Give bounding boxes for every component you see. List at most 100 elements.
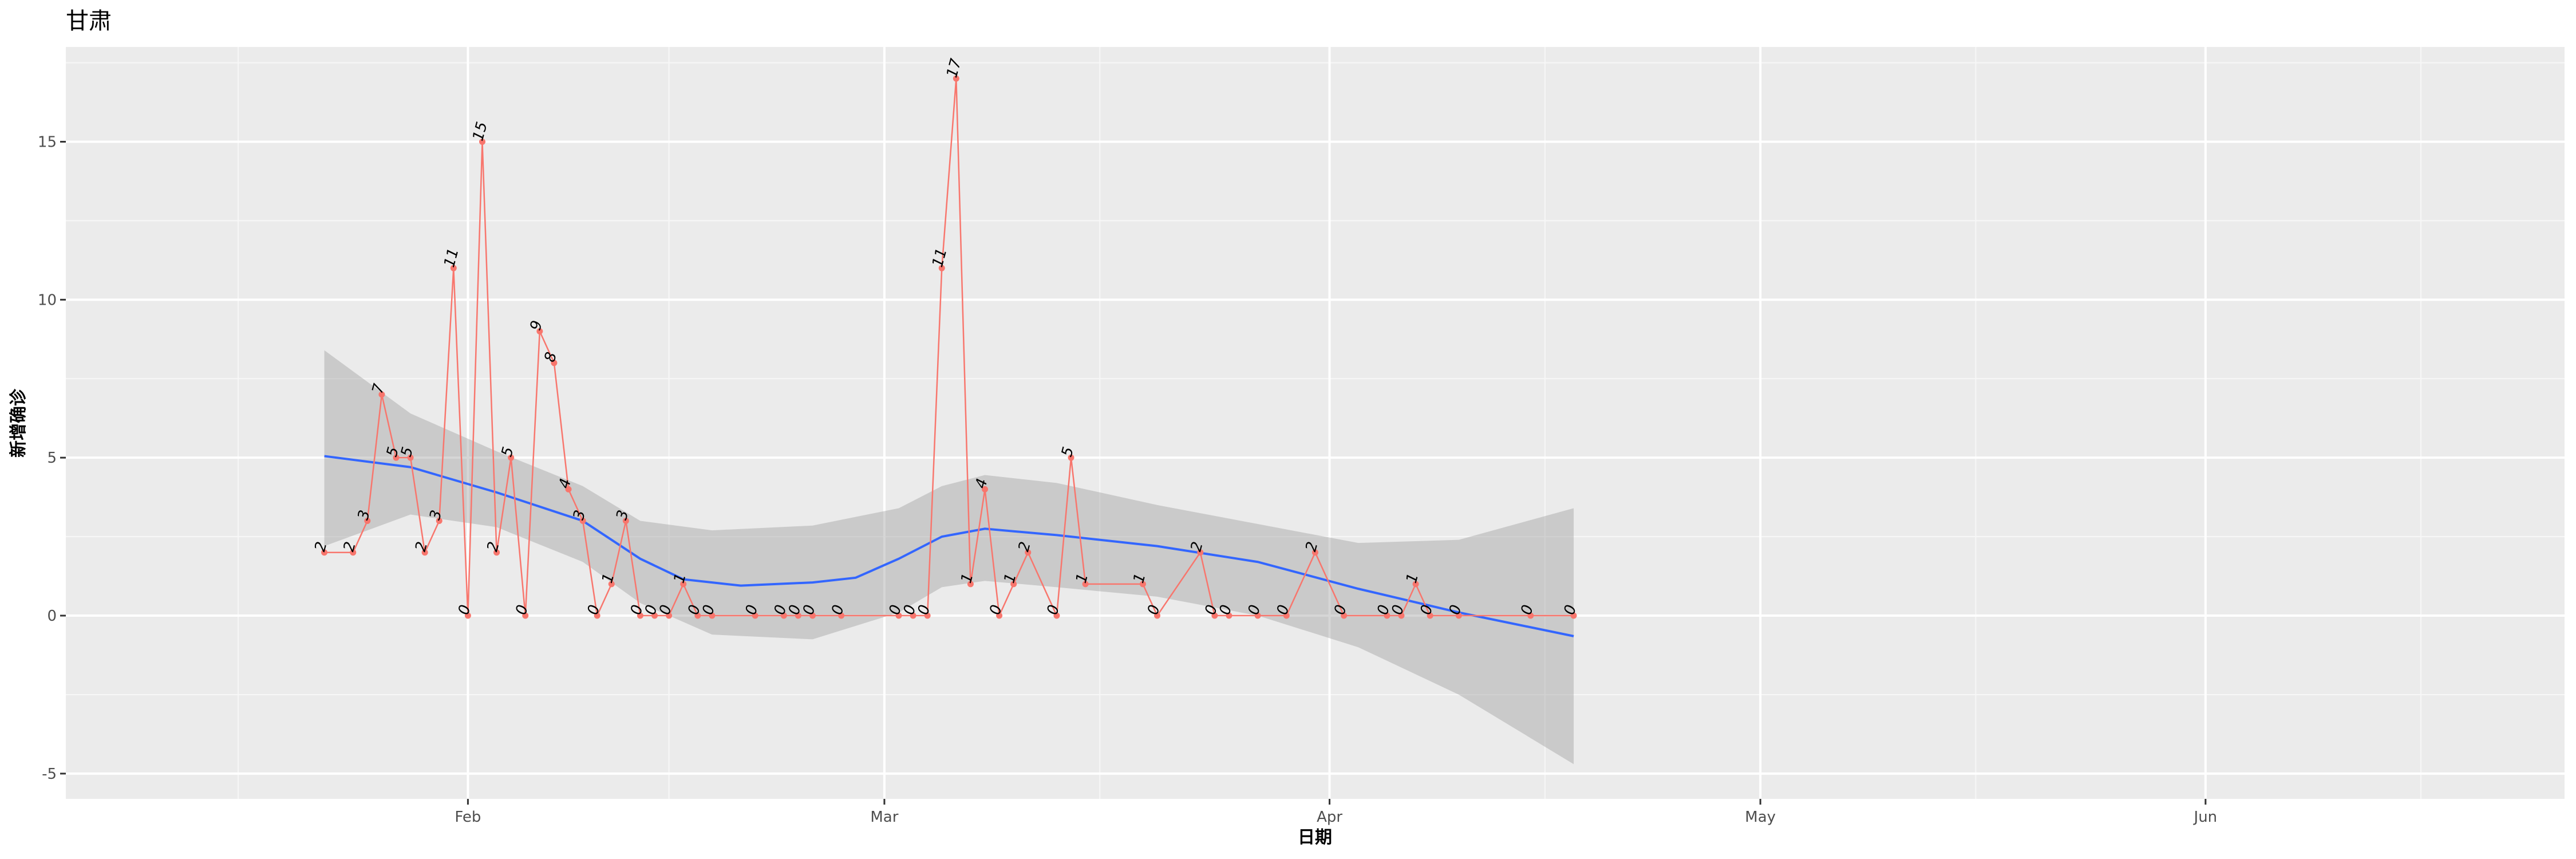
data-point xyxy=(680,581,687,588)
data-point xyxy=(1226,612,1232,619)
data-label: 3 xyxy=(613,509,632,522)
data-label: 0 xyxy=(656,603,675,617)
data-point xyxy=(1427,612,1433,619)
chart-title: 甘肃 xyxy=(66,8,112,34)
data-label: 0 xyxy=(742,603,761,617)
data-point xyxy=(407,454,414,461)
plot-panel xyxy=(66,47,2565,799)
data-label: 0 xyxy=(1561,603,1580,617)
data-label: 2 xyxy=(412,540,431,554)
data-point xyxy=(1068,454,1074,461)
data-point xyxy=(1053,612,1060,619)
data-point xyxy=(1570,612,1577,619)
data-point xyxy=(924,612,931,619)
data-label: 1 xyxy=(1001,572,1020,585)
data-label: 2 xyxy=(341,540,359,554)
data-point xyxy=(1412,581,1419,588)
x-tick-label: Feb xyxy=(455,809,481,826)
data-label: 5 xyxy=(1058,445,1077,459)
x-tick-label: Apr xyxy=(1317,809,1342,826)
y-tick-label: 15 xyxy=(38,134,57,151)
data-point xyxy=(780,612,787,619)
data-label: 0 xyxy=(1374,603,1393,617)
data-label: 0 xyxy=(1202,603,1221,617)
data-point xyxy=(1010,581,1017,588)
data-label: 0 xyxy=(771,603,790,617)
data-point xyxy=(565,486,572,492)
data-point xyxy=(536,328,543,335)
data-label: 5 xyxy=(384,445,402,459)
data-point xyxy=(493,549,500,556)
data-point xyxy=(594,612,600,619)
data-point xyxy=(464,612,471,619)
data-point xyxy=(479,139,485,145)
smooth-trend-line xyxy=(324,455,1574,637)
x-axis-title: 日期 xyxy=(1298,828,1332,848)
data-label: 0 xyxy=(700,603,718,617)
data-point xyxy=(1197,549,1204,556)
smooth-line xyxy=(324,455,1574,637)
data-label: 1 xyxy=(958,572,977,585)
y-tick-label: 5 xyxy=(47,450,57,467)
data-label: 1 xyxy=(599,572,618,585)
data-point xyxy=(666,612,673,619)
data-point xyxy=(551,360,558,367)
data-point xyxy=(895,612,902,619)
data-label: 2 xyxy=(1016,540,1034,554)
data-point xyxy=(838,612,845,619)
data-point xyxy=(1283,612,1290,619)
data-point xyxy=(393,454,400,461)
y-tick-label: 0 xyxy=(47,608,57,625)
x-tick-label: May xyxy=(1745,809,1776,826)
data-label: 0 xyxy=(1518,603,1537,617)
confidence-band xyxy=(324,350,1574,765)
data-label: 0 xyxy=(685,603,704,617)
x-tick-label: Jun xyxy=(2193,809,2218,826)
data-point xyxy=(1025,549,1032,556)
data-point xyxy=(1527,612,1534,619)
data-label: 2 xyxy=(1302,540,1321,554)
data-label: 2 xyxy=(484,540,503,554)
data-label: 4 xyxy=(972,476,991,490)
data-label: 1 xyxy=(670,572,689,585)
data-points xyxy=(321,75,1577,619)
data-label: 2 xyxy=(311,540,330,554)
data-point xyxy=(608,581,615,588)
data-point xyxy=(982,486,989,492)
data-label: 0 xyxy=(1446,603,1465,617)
data-label: 0 xyxy=(915,603,934,617)
data-label: 0 xyxy=(455,603,474,617)
data-label: 0 xyxy=(513,603,532,617)
data-label: 0 xyxy=(1044,603,1063,617)
data-label: 1 xyxy=(1073,572,1092,585)
data-label: 9 xyxy=(527,319,546,333)
data-point xyxy=(436,518,442,525)
data-point xyxy=(321,549,328,556)
data-label: 0 xyxy=(828,603,847,617)
data-point xyxy=(1398,612,1405,619)
data-point xyxy=(694,612,701,619)
data-point xyxy=(1341,612,1348,619)
y-axis-title: 新增确诊 xyxy=(9,388,29,458)
x-axis: Feb Mar Apr May Jun xyxy=(455,799,2217,826)
data-point xyxy=(1211,612,1218,619)
data-point xyxy=(1455,612,1462,619)
data-label: 3 xyxy=(355,509,374,522)
data-label: 0 xyxy=(1274,603,1293,617)
x-tick-label: Mar xyxy=(870,809,898,826)
data-point xyxy=(378,391,385,398)
data-label: 3 xyxy=(570,509,589,522)
data-point xyxy=(809,612,816,619)
data-point xyxy=(579,518,586,525)
data-label: 0 xyxy=(886,603,905,617)
data-label: 0 xyxy=(1245,603,1264,617)
data-point xyxy=(910,612,916,619)
data-label: 2 xyxy=(1188,540,1207,554)
y-tick-label: -5 xyxy=(42,766,57,783)
data-point xyxy=(651,612,658,619)
data-point xyxy=(1154,612,1161,619)
data-point xyxy=(637,612,643,619)
data-label: 0 xyxy=(800,603,819,617)
data-label: 0 xyxy=(1331,603,1350,617)
